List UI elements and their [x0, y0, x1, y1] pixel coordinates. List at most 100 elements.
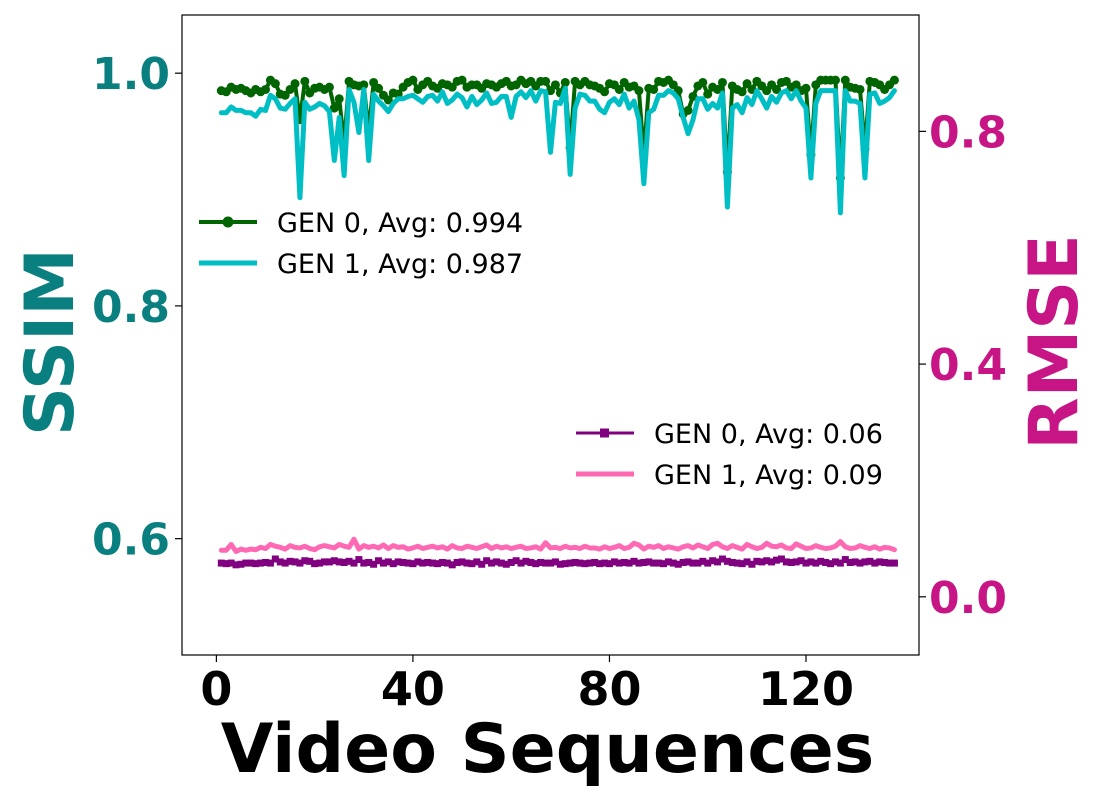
rmse-gen0-point: [320, 558, 328, 566]
plot-area: [216, 75, 899, 569]
rmse-gen0-point: [409, 560, 417, 568]
rmse-gen0-point: [222, 560, 230, 568]
ssim-gen0-point: [550, 80, 560, 90]
rmse-gen0-point: [217, 559, 225, 567]
rmse-gen0-point: [399, 558, 407, 566]
rmse-gen0-point: [561, 560, 569, 568]
rmse-gen0-point: [419, 559, 427, 567]
ssim-gen1-line: [218, 85, 897, 216]
rmse-gen0-point: [576, 559, 584, 567]
rmse-gen0-point: [768, 558, 776, 566]
rmse-gen0-point: [379, 559, 387, 567]
rmse-gen0-point: [389, 560, 397, 568]
axes: 0 40 80 120 0.6 0.8 1.0 0.0 0.4 0.8 Video Sequence…: [11, 14, 1094, 789]
rmse-gen0-point: [242, 559, 250, 567]
rmse-gen0-point: [325, 558, 333, 566]
rmse-gen0-point: [846, 558, 854, 566]
rmse-gen0-point: [330, 557, 338, 565]
ssim-gen0-point: [683, 105, 693, 115]
rmse-gen0-point: [645, 558, 653, 566]
rmse-gen0-point: [443, 559, 451, 567]
rmse-gen1-line: [218, 536, 897, 554]
legend-marker-ssim-gen0: [222, 216, 234, 228]
rmse-gen0-point: [468, 560, 476, 568]
y-left-tick-label: 1.0: [92, 49, 170, 100]
ssim-gen0-point: [830, 75, 840, 85]
rmse-gen0-point: [360, 559, 368, 567]
y-left-tick-label: 0.6: [92, 515, 170, 566]
legend-label-ssim-gen0: GEN 0, Avg: 0.994: [277, 208, 523, 239]
ssim-gen0-point: [541, 76, 551, 86]
rmse-gen0-point: [424, 558, 432, 566]
rmse-gen0-point: [679, 558, 687, 566]
rmse-gen0-point: [650, 559, 658, 567]
ssim-gen0-point: [801, 83, 811, 93]
ssim-gen0-point: [717, 77, 727, 87]
rmse-gen0-point: [252, 560, 260, 568]
rmse-gen0-point: [861, 558, 869, 566]
rmse-gen0-point: [876, 558, 884, 566]
rmse-gen0-point: [615, 559, 623, 567]
rmse-gen0-point: [458, 558, 466, 566]
legend-ssim: GEN 0, Avg: 0.994 GEN 1, Avg: 0.987: [199, 208, 523, 280]
rmse-gen0-point: [316, 559, 324, 567]
rmse-gen0-point: [753, 557, 761, 565]
ssim-gen0-point: [698, 77, 708, 87]
rmse-gen0-point: [414, 558, 422, 566]
rmse-gen0-point: [733, 559, 741, 567]
plot-frame: [181, 14, 920, 656]
rmse-gen0-point: [502, 560, 510, 568]
rmse-gen0-point: [512, 557, 520, 565]
rmse-gen0-point: [881, 558, 889, 566]
rmse-gen0-point: [871, 559, 879, 567]
rmse-gen0-point: [605, 560, 613, 568]
rmse-gen0-point: [792, 558, 800, 566]
rmse-gen0-point: [620, 558, 628, 566]
rmse-gen0-point: [566, 559, 574, 567]
rmse-gen0-point: [365, 558, 373, 566]
rmse-gen0-point: [262, 558, 270, 566]
rmse-gen0-point: [571, 558, 579, 566]
rmse-gen0-point: [394, 558, 402, 566]
rmse-gen0-point: [370, 560, 378, 568]
x-axis-title: Video Sequences: [221, 710, 875, 789]
rmse-gen0-point: [375, 557, 383, 565]
rmse-gen0-point: [748, 560, 756, 568]
rmse-gen0-point: [355, 556, 363, 564]
rmse-gen0-point: [527, 558, 535, 566]
ssim-gen0-point: [290, 79, 300, 89]
rmse-gen0-point: [522, 557, 530, 565]
ssim-gen0-point: [261, 84, 271, 94]
rmse-gen0-point: [601, 559, 609, 567]
y-left-axis-title: SSIM: [11, 248, 90, 436]
ssim-gen0-point: [889, 75, 899, 85]
rmse-gen0-point: [257, 559, 265, 567]
legend-entry-ssim-gen1: GEN 1, Avg: 0.987: [199, 249, 523, 280]
ssim-gen0-point: [300, 76, 310, 86]
rmse-gen0-point: [674, 560, 682, 568]
rmse-gen0-point: [827, 560, 835, 568]
rmse-gen0-point: [758, 558, 766, 566]
rmse-gen0-point: [709, 557, 717, 565]
rmse-gen0-point: [689, 559, 697, 567]
y-right-tick-label: 0.4: [929, 340, 1007, 391]
legend-rmse: GEN 0, Avg: 0.06 GEN 1, Avg: 0.09: [576, 419, 883, 491]
rmse-gen0-point: [660, 560, 668, 568]
rmse-gen0-point: [473, 558, 481, 566]
ssim-gen0-point: [457, 75, 467, 85]
rmse-gen0-point: [694, 559, 702, 567]
rmse-gen0-point: [532, 560, 540, 568]
rmse-gen0-point: [812, 559, 820, 567]
rmse-gen0-point: [453, 558, 461, 566]
rmse-gen0-point: [822, 558, 830, 566]
rmse-gen0-point: [237, 560, 245, 568]
rmse-gen0-point: [335, 558, 343, 566]
ssim-gen0-point: [737, 87, 747, 97]
rmse-gen0-point: [556, 560, 564, 568]
legend-entry-rmse-gen0: GEN 0, Avg: 0.06: [576, 419, 883, 450]
rmse-gen0-point: [596, 560, 604, 568]
rmse-gen0-point: [738, 560, 746, 568]
rmse-gen0-point: [714, 558, 722, 566]
rmse-gen0-point: [497, 559, 505, 567]
rmse-gen0-point: [507, 558, 515, 566]
